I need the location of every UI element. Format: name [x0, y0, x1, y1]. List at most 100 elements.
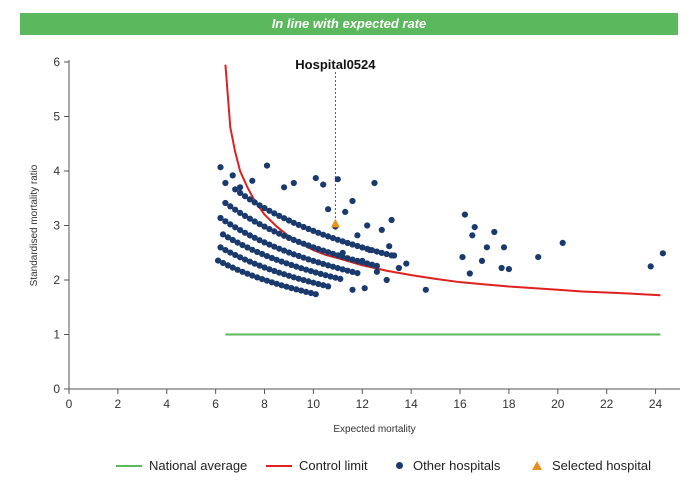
- hospital-point: [259, 250, 266, 258]
- hospital-point: [281, 232, 288, 239]
- hospital-point: [256, 237, 263, 244]
- hospital-point: [254, 274, 261, 281]
- hospital-point: [222, 247, 229, 254]
- hospital-point: [349, 268, 356, 275]
- hospital-point: [315, 229, 322, 236]
- hospital-point: [320, 282, 327, 289]
- hospital-point: [366, 246, 373, 254]
- hospital-point: [300, 254, 307, 261]
- hospital-point: [217, 164, 224, 171]
- hospital-point: [344, 255, 351, 262]
- hospital-point: [278, 282, 285, 289]
- hospital-point: [383, 251, 390, 258]
- hospital-point: [307, 289, 315, 297]
- legend-label-national-average: National average: [149, 458, 248, 473]
- x-tick-label: 10: [307, 397, 321, 411]
- x-tick-label: 12: [356, 397, 370, 411]
- hospital-point: [349, 256, 356, 263]
- legend-other-hospitals[interactable]: Other hospitals: [394, 458, 500, 473]
- hospital-point: [300, 223, 307, 231]
- hospital-point: [312, 291, 319, 298]
- x-tick-label: 6: [212, 397, 219, 411]
- hospital-point: [283, 283, 290, 290]
- hospital-point: [339, 238, 346, 245]
- hospital-point: [237, 189, 244, 196]
- hospital-point: [293, 263, 300, 270]
- hospital-point: [263, 253, 271, 260]
- legend: National average Control limit Other hos…: [0, 458, 700, 478]
- hospital-point: [354, 232, 361, 239]
- hospital-point: [312, 175, 319, 182]
- hospital-point: [276, 269, 283, 276]
- hospital-point: [295, 221, 302, 228]
- hospital-point: [325, 249, 332, 256]
- hospital-point: [334, 265, 341, 272]
- hospital-point: [276, 212, 283, 219]
- hospital-point: [354, 242, 361, 250]
- hospital-point: [327, 273, 334, 280]
- hospital-point: [378, 226, 385, 233]
- hospital-point: [342, 208, 349, 215]
- hospital-point: [471, 224, 478, 231]
- hospital-point: [325, 206, 332, 213]
- legend-control-limit[interactable]: Control limit: [266, 458, 368, 473]
- hospital-point: [266, 226, 273, 233]
- x-tick-label: 16: [453, 397, 467, 411]
- hospital-point: [271, 243, 278, 250]
- hospital-point: [325, 233, 332, 240]
- hospital-point: [349, 241, 356, 248]
- hospital-point: [461, 211, 468, 218]
- hospital-point: [320, 247, 327, 254]
- hospital-point: [229, 236, 236, 244]
- hospital-point: [329, 263, 337, 270]
- hospital-point: [354, 257, 361, 264]
- hospital-point: [290, 219, 297, 226]
- hospital-point: [266, 241, 273, 248]
- hospital-point: [251, 234, 258, 241]
- hospital-point: [300, 240, 307, 247]
- hospital-point: [239, 268, 246, 275]
- hospital-point: [266, 266, 273, 273]
- hospital-point: [232, 186, 239, 193]
- hospital-point: [320, 181, 327, 188]
- hospital-point: [295, 238, 302, 245]
- hospital-point: [383, 276, 390, 284]
- hospital-point: [261, 223, 268, 230]
- legend-national-average[interactable]: National average: [116, 458, 247, 473]
- hospital-point: [261, 239, 268, 246]
- other-hospitals-swatch: [396, 462, 403, 469]
- hospital-point: [215, 257, 222, 264]
- hospital-point: [271, 228, 278, 235]
- hospital-point: [334, 176, 341, 183]
- hospital-point: [285, 234, 293, 241]
- hospital-point: [334, 236, 341, 243]
- hospital-point: [241, 212, 249, 219]
- hospital-point: [237, 227, 244, 234]
- hospital-point: [298, 287, 305, 294]
- legend-selected-hospital[interactable]: Selected hospital: [532, 458, 651, 473]
- hospital-point: [288, 261, 295, 269]
- hospital-point: [283, 260, 290, 267]
- hospital-point: [244, 244, 251, 251]
- hospital-point: [256, 262, 263, 269]
- y-tick-label: 5: [53, 110, 60, 124]
- hospital-point: [500, 244, 508, 251]
- y-tick-label: 4: [53, 164, 60, 178]
- hospital-point: [647, 263, 654, 270]
- hospital-point: [271, 210, 278, 217]
- hospital-point: [249, 272, 256, 279]
- hospital-point: [241, 229, 249, 236]
- hospital-point: [359, 244, 366, 251]
- hospital-point: [222, 179, 229, 187]
- hospital-point: [217, 214, 224, 222]
- hospital-point: [285, 249, 293, 256]
- hospital-point: [246, 196, 253, 203]
- control-limit-swatch: [266, 464, 292, 467]
- hospital-point: [222, 199, 229, 207]
- hospital-point: [310, 257, 317, 264]
- hospital-point: [466, 270, 473, 277]
- hospital-point: [535, 254, 542, 261]
- hospital-point: [388, 216, 395, 224]
- hospital-point: [239, 242, 246, 249]
- hospital-point: [373, 248, 380, 255]
